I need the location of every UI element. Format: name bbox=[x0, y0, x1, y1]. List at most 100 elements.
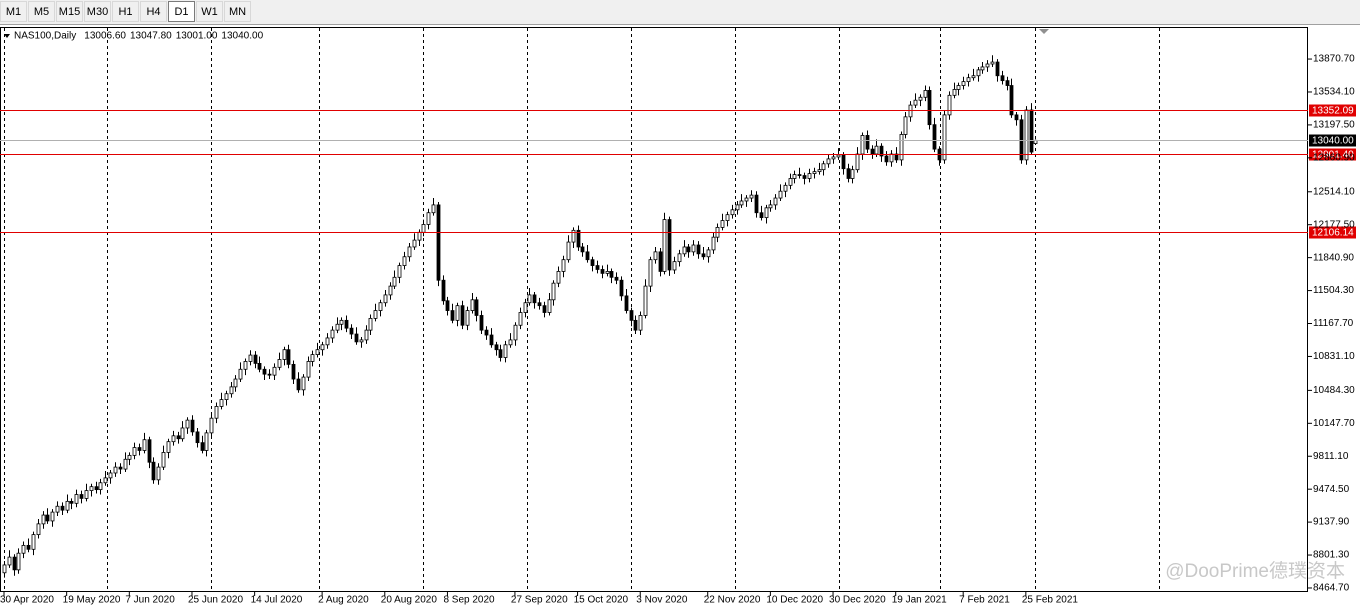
timeframe-label[interactable]: H4 bbox=[146, 6, 160, 18]
candle-body bbox=[600, 269, 605, 274]
x-tick-label: 25 Jun 2020 bbox=[188, 595, 243, 606]
level-label: 13352.09 bbox=[1312, 106, 1354, 117]
candle-body bbox=[677, 253, 682, 263]
timeframe-label[interactable]: MN bbox=[229, 6, 246, 18]
x-tick-label: 20 Aug 2020 bbox=[381, 595, 438, 606]
y-tick-label: 10484.30 bbox=[1313, 385, 1355, 396]
candle-body bbox=[26, 544, 31, 550]
x-tick-label: 7 Jun 2020 bbox=[125, 595, 175, 606]
bid-label: 13040.00 bbox=[1312, 136, 1354, 147]
timeframe-button[interactable] bbox=[140, 1, 167, 22]
candle-body bbox=[262, 368, 267, 375]
candle-body bbox=[65, 500, 70, 511]
candle-body bbox=[682, 246, 687, 255]
candle-body bbox=[151, 461, 156, 481]
candle-body bbox=[725, 214, 730, 221]
candle-body bbox=[667, 219, 672, 271]
candle-body bbox=[556, 271, 561, 284]
candle-body bbox=[224, 393, 229, 401]
candle-body bbox=[383, 294, 388, 304]
candle-body bbox=[407, 246, 412, 258]
candle-body bbox=[166, 441, 171, 453]
candle-body bbox=[450, 310, 455, 321]
candle-body bbox=[571, 229, 576, 243]
candle-body bbox=[79, 494, 84, 499]
candle-body bbox=[980, 66, 985, 71]
candle-body bbox=[320, 344, 325, 351]
candle-body bbox=[359, 339, 364, 343]
timeframe-label[interactable]: M1 bbox=[6, 6, 21, 18]
timeframe-button[interactable] bbox=[168, 1, 195, 22]
candle-body bbox=[243, 361, 248, 370]
candle-body bbox=[344, 319, 349, 329]
candle-body bbox=[551, 282, 556, 301]
candle-body bbox=[200, 442, 205, 451]
candle-body bbox=[132, 447, 137, 456]
candle-body bbox=[55, 505, 60, 513]
timeframe-button[interactable] bbox=[224, 1, 251, 22]
candle-body bbox=[315, 349, 320, 355]
candle-body bbox=[523, 302, 528, 313]
candle-body bbox=[195, 431, 200, 444]
candle-body bbox=[392, 276, 397, 287]
level-label-box bbox=[1309, 104, 1356, 117]
x-tick-label: 8 Sep 2020 bbox=[443, 595, 495, 606]
candle-body bbox=[291, 363, 296, 380]
candle-body bbox=[229, 386, 234, 395]
candle-body bbox=[850, 169, 855, 179]
y-tick-label: 8464.70 bbox=[1313, 583, 1350, 594]
candle-body bbox=[74, 494, 79, 504]
candle-body bbox=[614, 276, 619, 281]
candle-body bbox=[749, 194, 754, 199]
candle-body bbox=[484, 329, 489, 336]
timeframe-button[interactable] bbox=[28, 1, 55, 22]
timeframe-label[interactable]: W1 bbox=[201, 6, 218, 18]
timeframe-label[interactable]: H1 bbox=[118, 6, 132, 18]
timeframe-label[interactable]: M30 bbox=[87, 6, 108, 18]
candle-body bbox=[479, 315, 484, 331]
candle-body bbox=[739, 200, 744, 206]
candle-body bbox=[306, 361, 311, 378]
candle-body bbox=[94, 486, 99, 491]
x-tick-label: 19 Jan 2021 bbox=[892, 595, 947, 606]
candle-body bbox=[691, 244, 696, 253]
x-tick-label: 19 May 2020 bbox=[63, 595, 121, 606]
timeframe-button[interactable] bbox=[84, 1, 111, 22]
candle-body bbox=[797, 174, 802, 176]
candle-body bbox=[788, 178, 793, 186]
candle-body bbox=[36, 523, 41, 536]
x-tick-label: 30 Apr 2020 bbox=[0, 595, 54, 606]
timeframe-button[interactable] bbox=[56, 1, 83, 22]
candle-body bbox=[310, 354, 315, 362]
candle-body bbox=[580, 246, 585, 253]
candle-body bbox=[590, 259, 595, 266]
level-label-box bbox=[1309, 226, 1356, 239]
candle-body bbox=[1009, 85, 1014, 116]
timeframe-button[interactable] bbox=[196, 1, 223, 22]
plot-frame bbox=[0, 27, 1308, 592]
candle-body bbox=[277, 359, 282, 368]
timeframe-label[interactable]: M5 bbox=[34, 6, 49, 18]
candle-body bbox=[841, 154, 846, 170]
candle-body bbox=[180, 427, 185, 440]
candle-body bbox=[547, 299, 552, 313]
timeframe-button[interactable] bbox=[0, 1, 27, 22]
candle-body bbox=[865, 135, 870, 150]
candle-body bbox=[643, 285, 648, 316]
levels: 13352.09 12901.40 12106.14 13040.00 bbox=[0, 104, 1356, 239]
level-label: 12901.40 bbox=[1312, 150, 1354, 161]
timeframe-button[interactable] bbox=[112, 1, 139, 22]
candle-body bbox=[60, 505, 65, 511]
candle-body bbox=[653, 251, 658, 261]
candle-body bbox=[826, 158, 831, 165]
y-tick-label: 8801.30 bbox=[1313, 550, 1350, 561]
timeframe-label[interactable]: D1 bbox=[174, 6, 188, 18]
chart-title: NAS100,Daily bbox=[14, 31, 76, 42]
candle-body bbox=[1005, 80, 1010, 86]
candle-body bbox=[633, 319, 638, 331]
candle-body bbox=[605, 271, 610, 274]
candle-body bbox=[932, 124, 937, 150]
timeframe-label[interactable]: M15 bbox=[59, 6, 80, 18]
